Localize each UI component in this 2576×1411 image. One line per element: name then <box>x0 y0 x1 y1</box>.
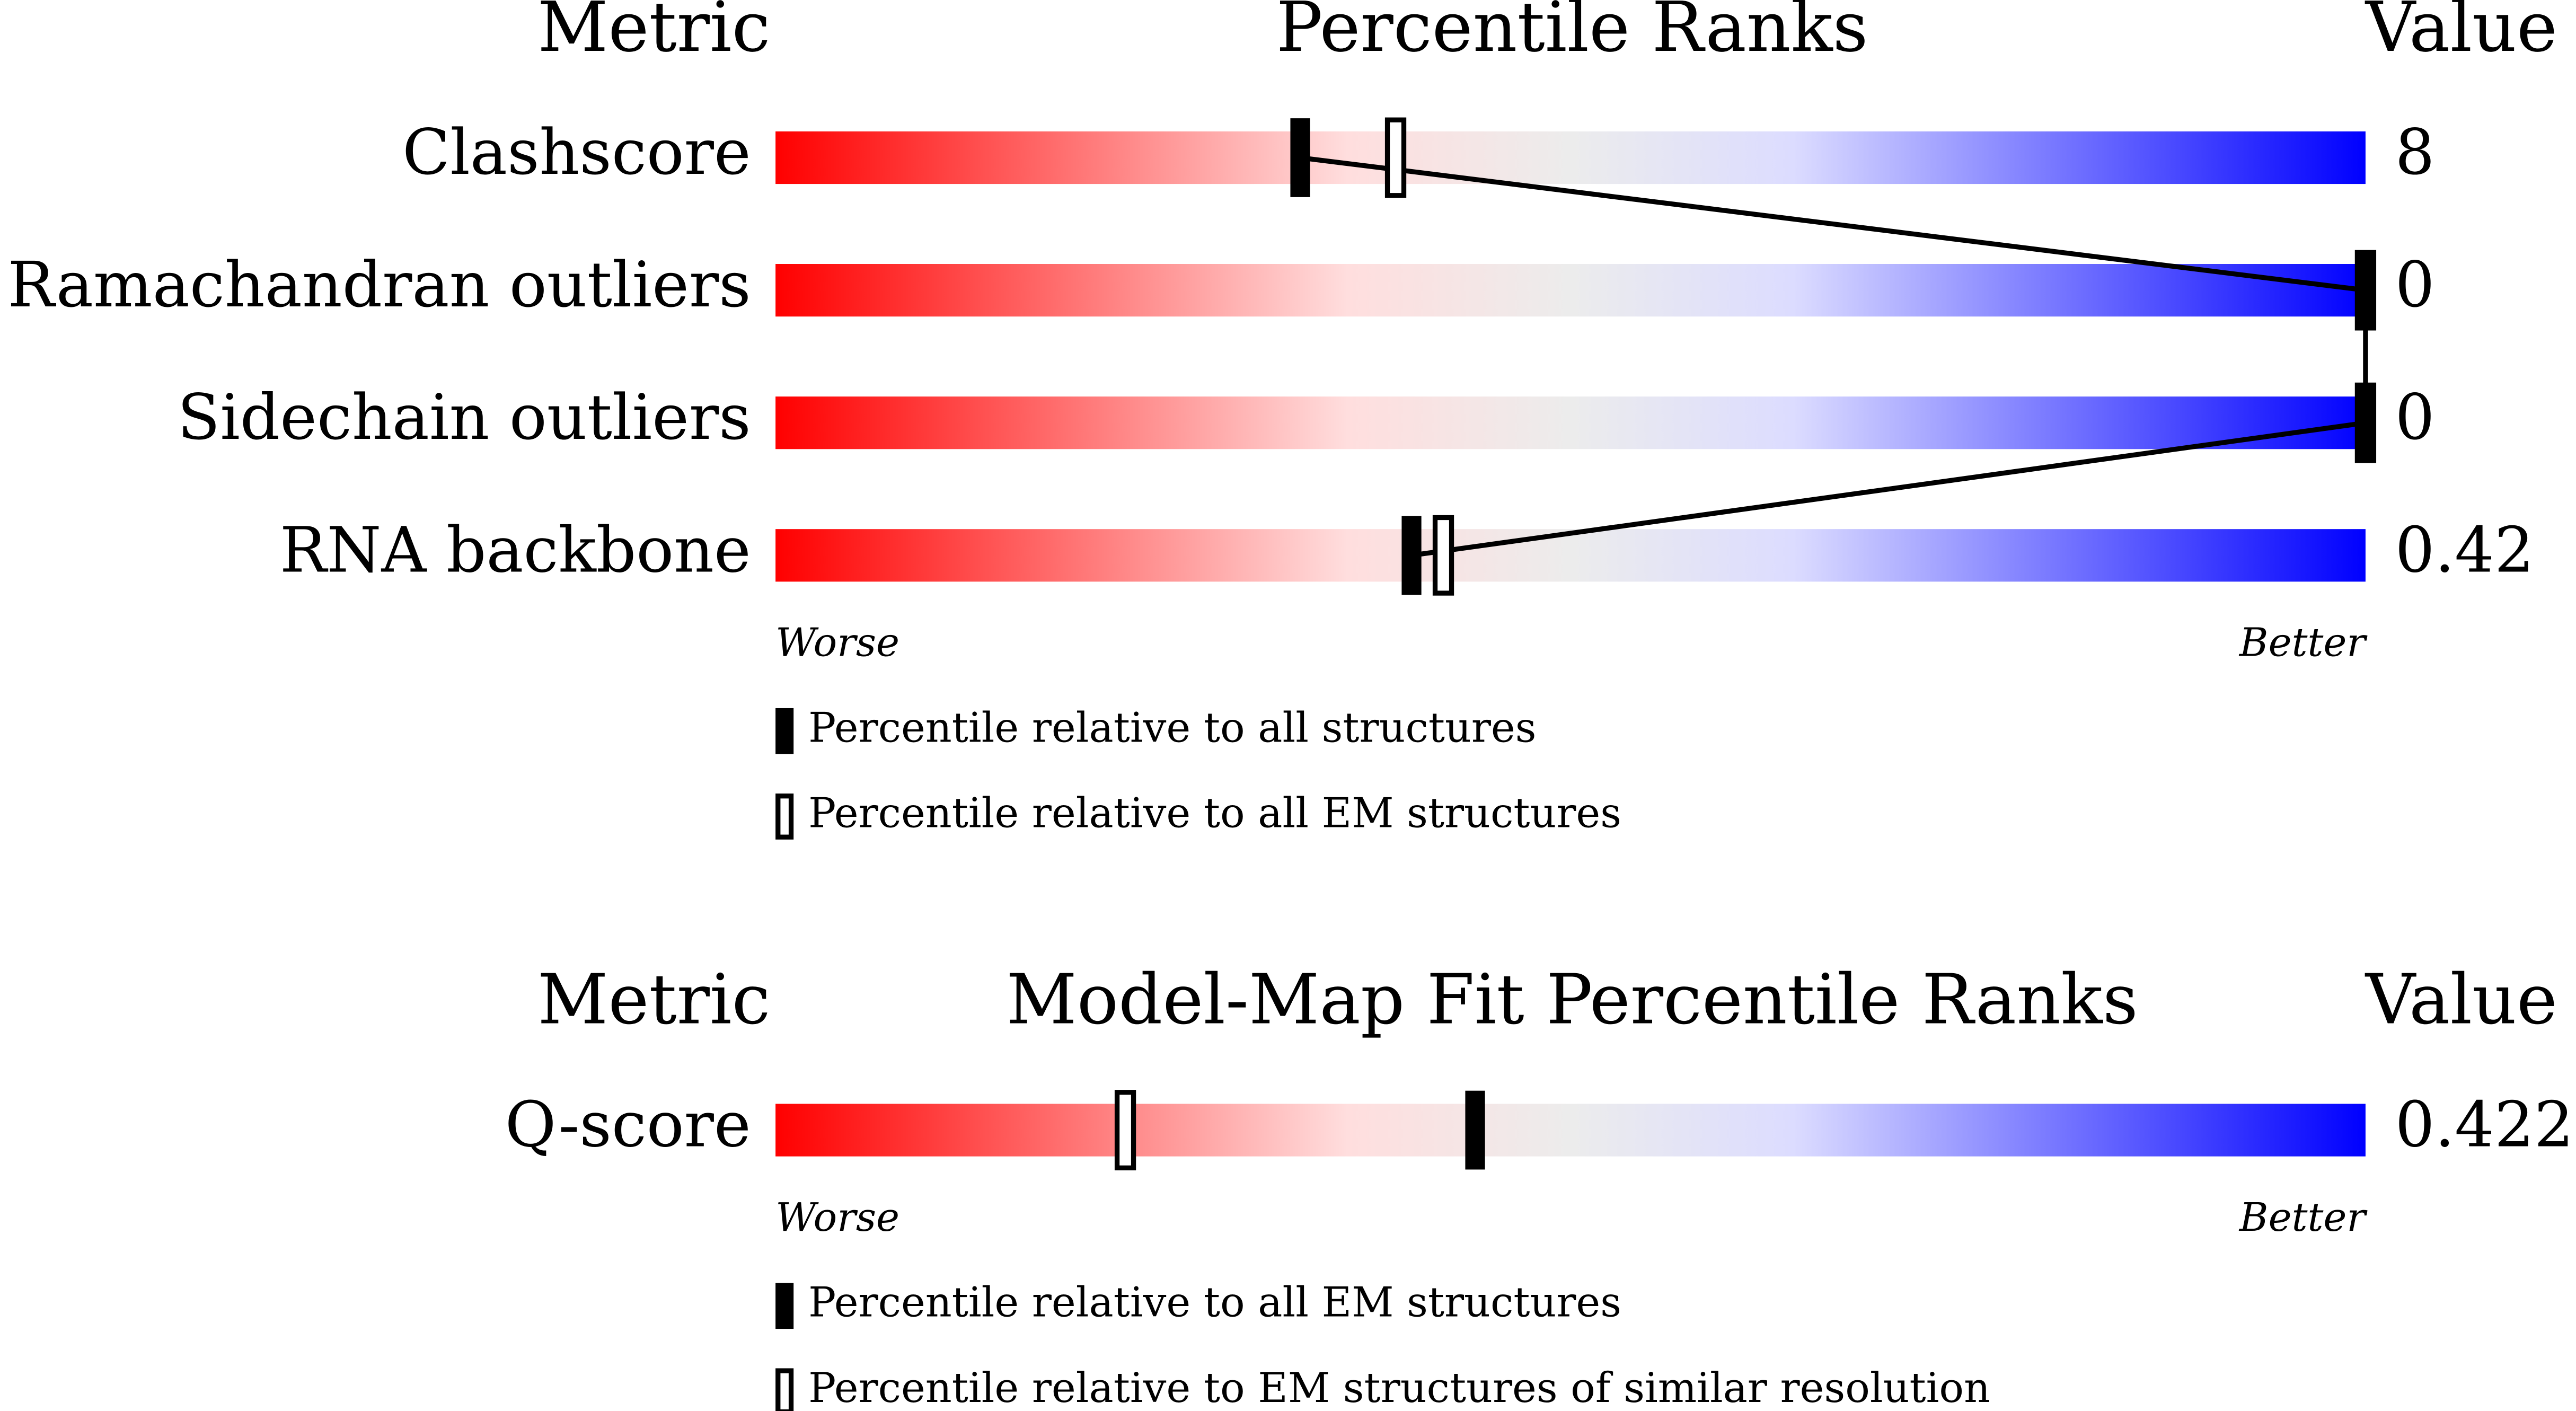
percentile-marker-open <box>1384 117 1407 198</box>
metric-header: Metric <box>537 0 770 67</box>
value-header: Value <box>2365 959 2557 1040</box>
metric-value: 0.42 <box>2395 514 2534 586</box>
percentile-bar <box>775 264 2366 317</box>
axis-high-label: Better <box>2238 1194 2368 1240</box>
connector-line <box>1300 155 2368 558</box>
metric-label: Ramachandran outliers <box>8 249 751 321</box>
legend-marker-open <box>775 1368 794 1411</box>
axis-high-label: Better <box>2238 620 2368 666</box>
percentile-marker-filled <box>2356 251 2376 330</box>
percentile-marker-filled <box>1290 118 1310 197</box>
metric-header: Metric <box>537 959 770 1040</box>
legend-marker-filled <box>775 708 794 754</box>
legend-label: Percentile relative to all EM structures <box>808 1279 1621 1327</box>
legend-label: Percentile relative to all EM structures <box>808 789 1621 837</box>
percentile-bar <box>775 131 2366 184</box>
metric-value: 0 <box>2395 249 2435 321</box>
legend-marker-open <box>775 793 794 840</box>
metric-label: Q-score <box>505 1089 751 1161</box>
metric-value: 0 <box>2395 381 2435 454</box>
percentile-bar <box>775 396 2366 449</box>
percentile-marker-open <box>1114 1090 1136 1171</box>
legend-label: Percentile relative to EM structures of … <box>808 1364 1990 1411</box>
legend-marker-filled <box>775 1283 794 1329</box>
metric-label: Sidechain outliers <box>178 381 751 454</box>
legend-label: Percentile relative to all structures <box>808 704 1536 752</box>
chart-title: Model-Map Fit Percentile Ranks <box>1006 959 2138 1040</box>
percentile-marker-filled <box>2356 383 2376 463</box>
percentile-bar <box>775 529 2366 582</box>
metric-value: 0.422 <box>2395 1089 2574 1161</box>
metric-value: 8 <box>2395 116 2435 189</box>
metric-label: RNA backbone <box>280 514 751 586</box>
axis-low-label: Worse <box>775 1194 899 1240</box>
percentile-marker-open <box>1432 515 1454 596</box>
value-header: Value <box>2365 0 2557 67</box>
chart-title: Percentile Ranks <box>1276 0 1868 67</box>
axis-low-label: Worse <box>775 620 899 666</box>
percentile-bar <box>775 1104 2366 1157</box>
percentile-marker-filled <box>1401 516 1422 595</box>
metric-label: Clashscore <box>402 116 751 189</box>
percentile-marker-filled <box>1465 1090 1485 1170</box>
